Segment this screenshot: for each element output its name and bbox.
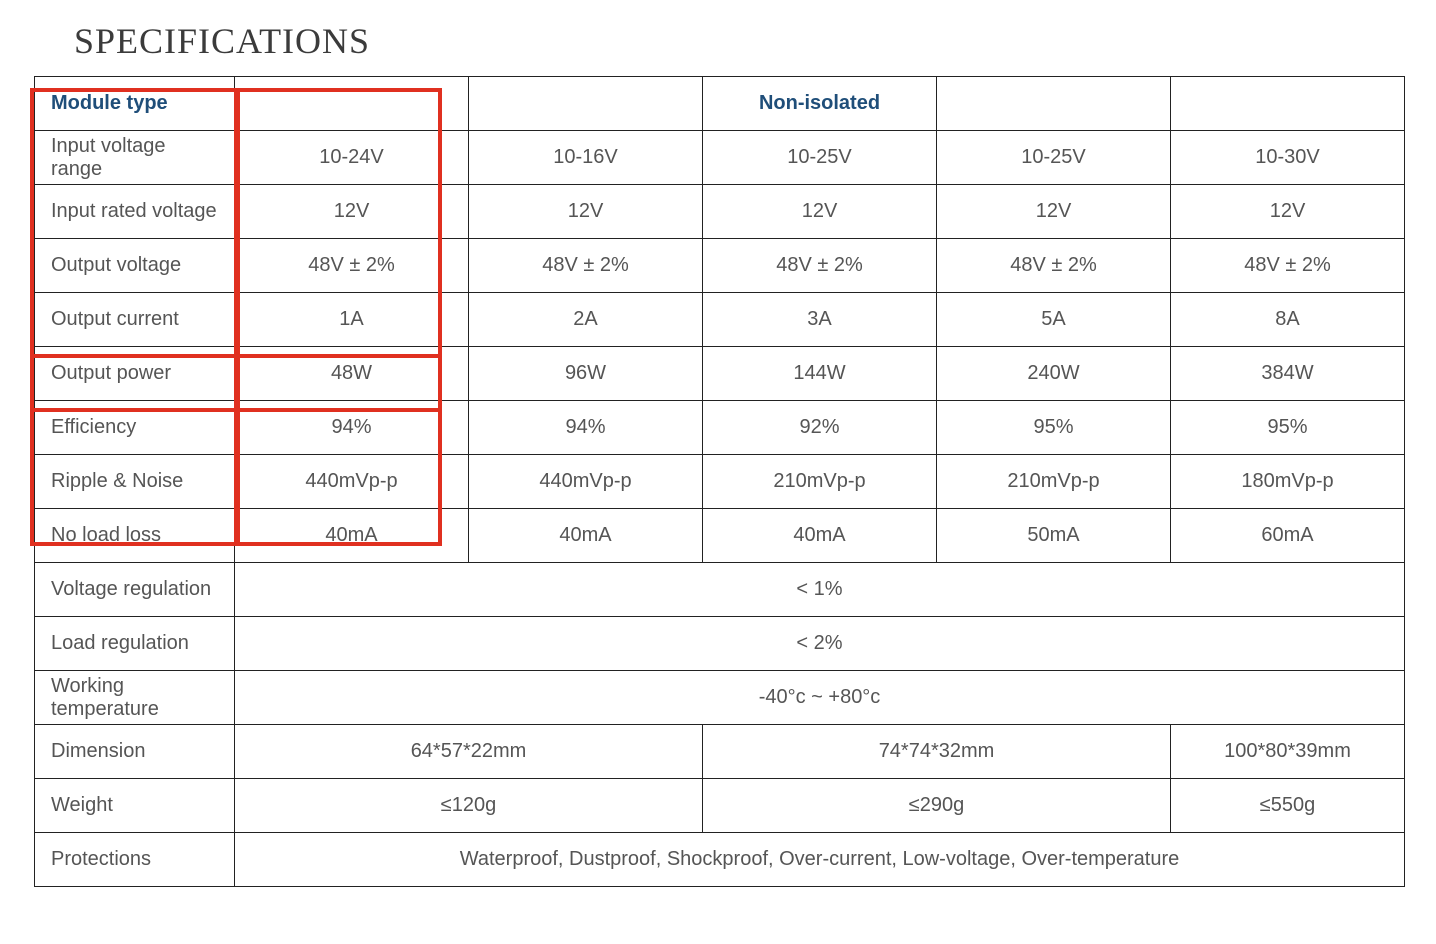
cell: 96W — [469, 347, 703, 401]
cell: 95% — [937, 401, 1171, 455]
cell: 40mA — [703, 509, 937, 563]
cell: 10-16V — [469, 131, 703, 185]
table-row: Output voltage 48V ± 2% 48V ± 2% 48V ± 2… — [35, 239, 1405, 293]
spec-table-body: Module type Non-isolated Input voltage r… — [35, 77, 1405, 887]
cell: < 2% — [235, 617, 1405, 671]
header-label: Module type — [35, 77, 235, 131]
cell: 64*57*22mm — [235, 725, 703, 779]
table-row: Input rated voltage 12V 12V 12V 12V 12V — [35, 185, 1405, 239]
page: SPECIFICATIONS Module type Non-isolated … — [0, 0, 1436, 944]
row-label: Efficiency — [35, 401, 235, 455]
cell: -40°c ~ +80°c — [235, 671, 1405, 725]
cell: 3A — [703, 293, 937, 347]
cell: 12V — [469, 185, 703, 239]
row-label: Dimension — [35, 725, 235, 779]
table-row: Dimension 64*57*22mm 74*74*32mm 100*80*3… — [35, 725, 1405, 779]
cell: ≤120g — [235, 779, 703, 833]
table-row: Output power 48W 96W 144W 240W 384W — [35, 347, 1405, 401]
header-c1 — [235, 77, 469, 131]
cell: 40mA — [235, 509, 469, 563]
cell: 10-25V — [937, 131, 1171, 185]
cell: 1A — [235, 293, 469, 347]
table-row: Protections Waterproof, Dustproof, Shock… — [35, 833, 1405, 887]
cell: 240W — [937, 347, 1171, 401]
table-row: No load loss 40mA 40mA 40mA 50mA 60mA — [35, 509, 1405, 563]
cell: 40mA — [469, 509, 703, 563]
cell: 10-30V — [1171, 131, 1405, 185]
row-label: Voltage regulation — [35, 563, 235, 617]
cell: ≤290g — [703, 779, 1171, 833]
cell: 48V ± 2% — [937, 239, 1171, 293]
spec-table: Module type Non-isolated Input voltage r… — [34, 76, 1405, 887]
table-row: Efficiency 94% 94% 92% 95% 95% — [35, 401, 1405, 455]
header-row: Module type Non-isolated — [35, 77, 1405, 131]
row-label: Load regulation — [35, 617, 235, 671]
cell: 10-24V — [235, 131, 469, 185]
cell: 95% — [1171, 401, 1405, 455]
row-label: Weight — [35, 779, 235, 833]
row-label: Ripple & Noise — [35, 455, 235, 509]
cell: 48V ± 2% — [235, 239, 469, 293]
cell: 440mVp-p — [235, 455, 469, 509]
cell: 12V — [1171, 185, 1405, 239]
cell: 48V ± 2% — [469, 239, 703, 293]
page-title: SPECIFICATIONS — [74, 20, 1402, 62]
row-label: Protections — [35, 833, 235, 887]
cell: 94% — [235, 401, 469, 455]
header-c3: Non-isolated — [703, 77, 937, 131]
cell: < 1% — [235, 563, 1405, 617]
cell: 48V ± 2% — [1171, 239, 1405, 293]
row-label: Input voltage range — [35, 131, 235, 185]
cell: 100*80*39mm — [1171, 725, 1405, 779]
cell: ≤550g — [1171, 779, 1405, 833]
row-label: Output current — [35, 293, 235, 347]
row-label: Input rated voltage — [35, 185, 235, 239]
header-c2 — [469, 77, 703, 131]
header-c5 — [1171, 77, 1405, 131]
table-row: Working temperature -40°c ~ +80°c — [35, 671, 1405, 725]
cell: 94% — [469, 401, 703, 455]
row-label: No load loss — [35, 509, 235, 563]
table-row: Ripple & Noise 440mVp-p 440mVp-p 210mVp-… — [35, 455, 1405, 509]
cell: 92% — [703, 401, 937, 455]
header-c4 — [937, 77, 1171, 131]
cell: 144W — [703, 347, 937, 401]
cell: 2A — [469, 293, 703, 347]
cell: 12V — [235, 185, 469, 239]
cell: 8A — [1171, 293, 1405, 347]
row-label: Output voltage — [35, 239, 235, 293]
row-label: Working temperature — [35, 671, 235, 725]
cell: 74*74*32mm — [703, 725, 1171, 779]
cell: 180mVp-p — [1171, 455, 1405, 509]
row-label: Output power — [35, 347, 235, 401]
cell: 384W — [1171, 347, 1405, 401]
cell: 12V — [703, 185, 937, 239]
cell: 12V — [937, 185, 1171, 239]
cell: 50mA — [937, 509, 1171, 563]
cell: Waterproof, Dustproof, Shockproof, Over-… — [235, 833, 1405, 887]
cell: 60mA — [1171, 509, 1405, 563]
cell: 440mVp-p — [469, 455, 703, 509]
cell: 210mVp-p — [937, 455, 1171, 509]
cell: 5A — [937, 293, 1171, 347]
cell: 48W — [235, 347, 469, 401]
table-row: Input voltage range 10-24V 10-16V 10-25V… — [35, 131, 1405, 185]
table-row: Load regulation < 2% — [35, 617, 1405, 671]
cell: 10-25V — [703, 131, 937, 185]
cell: 48V ± 2% — [703, 239, 937, 293]
table-row: Weight ≤120g ≤290g ≤550g — [35, 779, 1405, 833]
table-row: Output current 1A 2A 3A 5A 8A — [35, 293, 1405, 347]
table-row: Voltage regulation < 1% — [35, 563, 1405, 617]
cell: 210mVp-p — [703, 455, 937, 509]
